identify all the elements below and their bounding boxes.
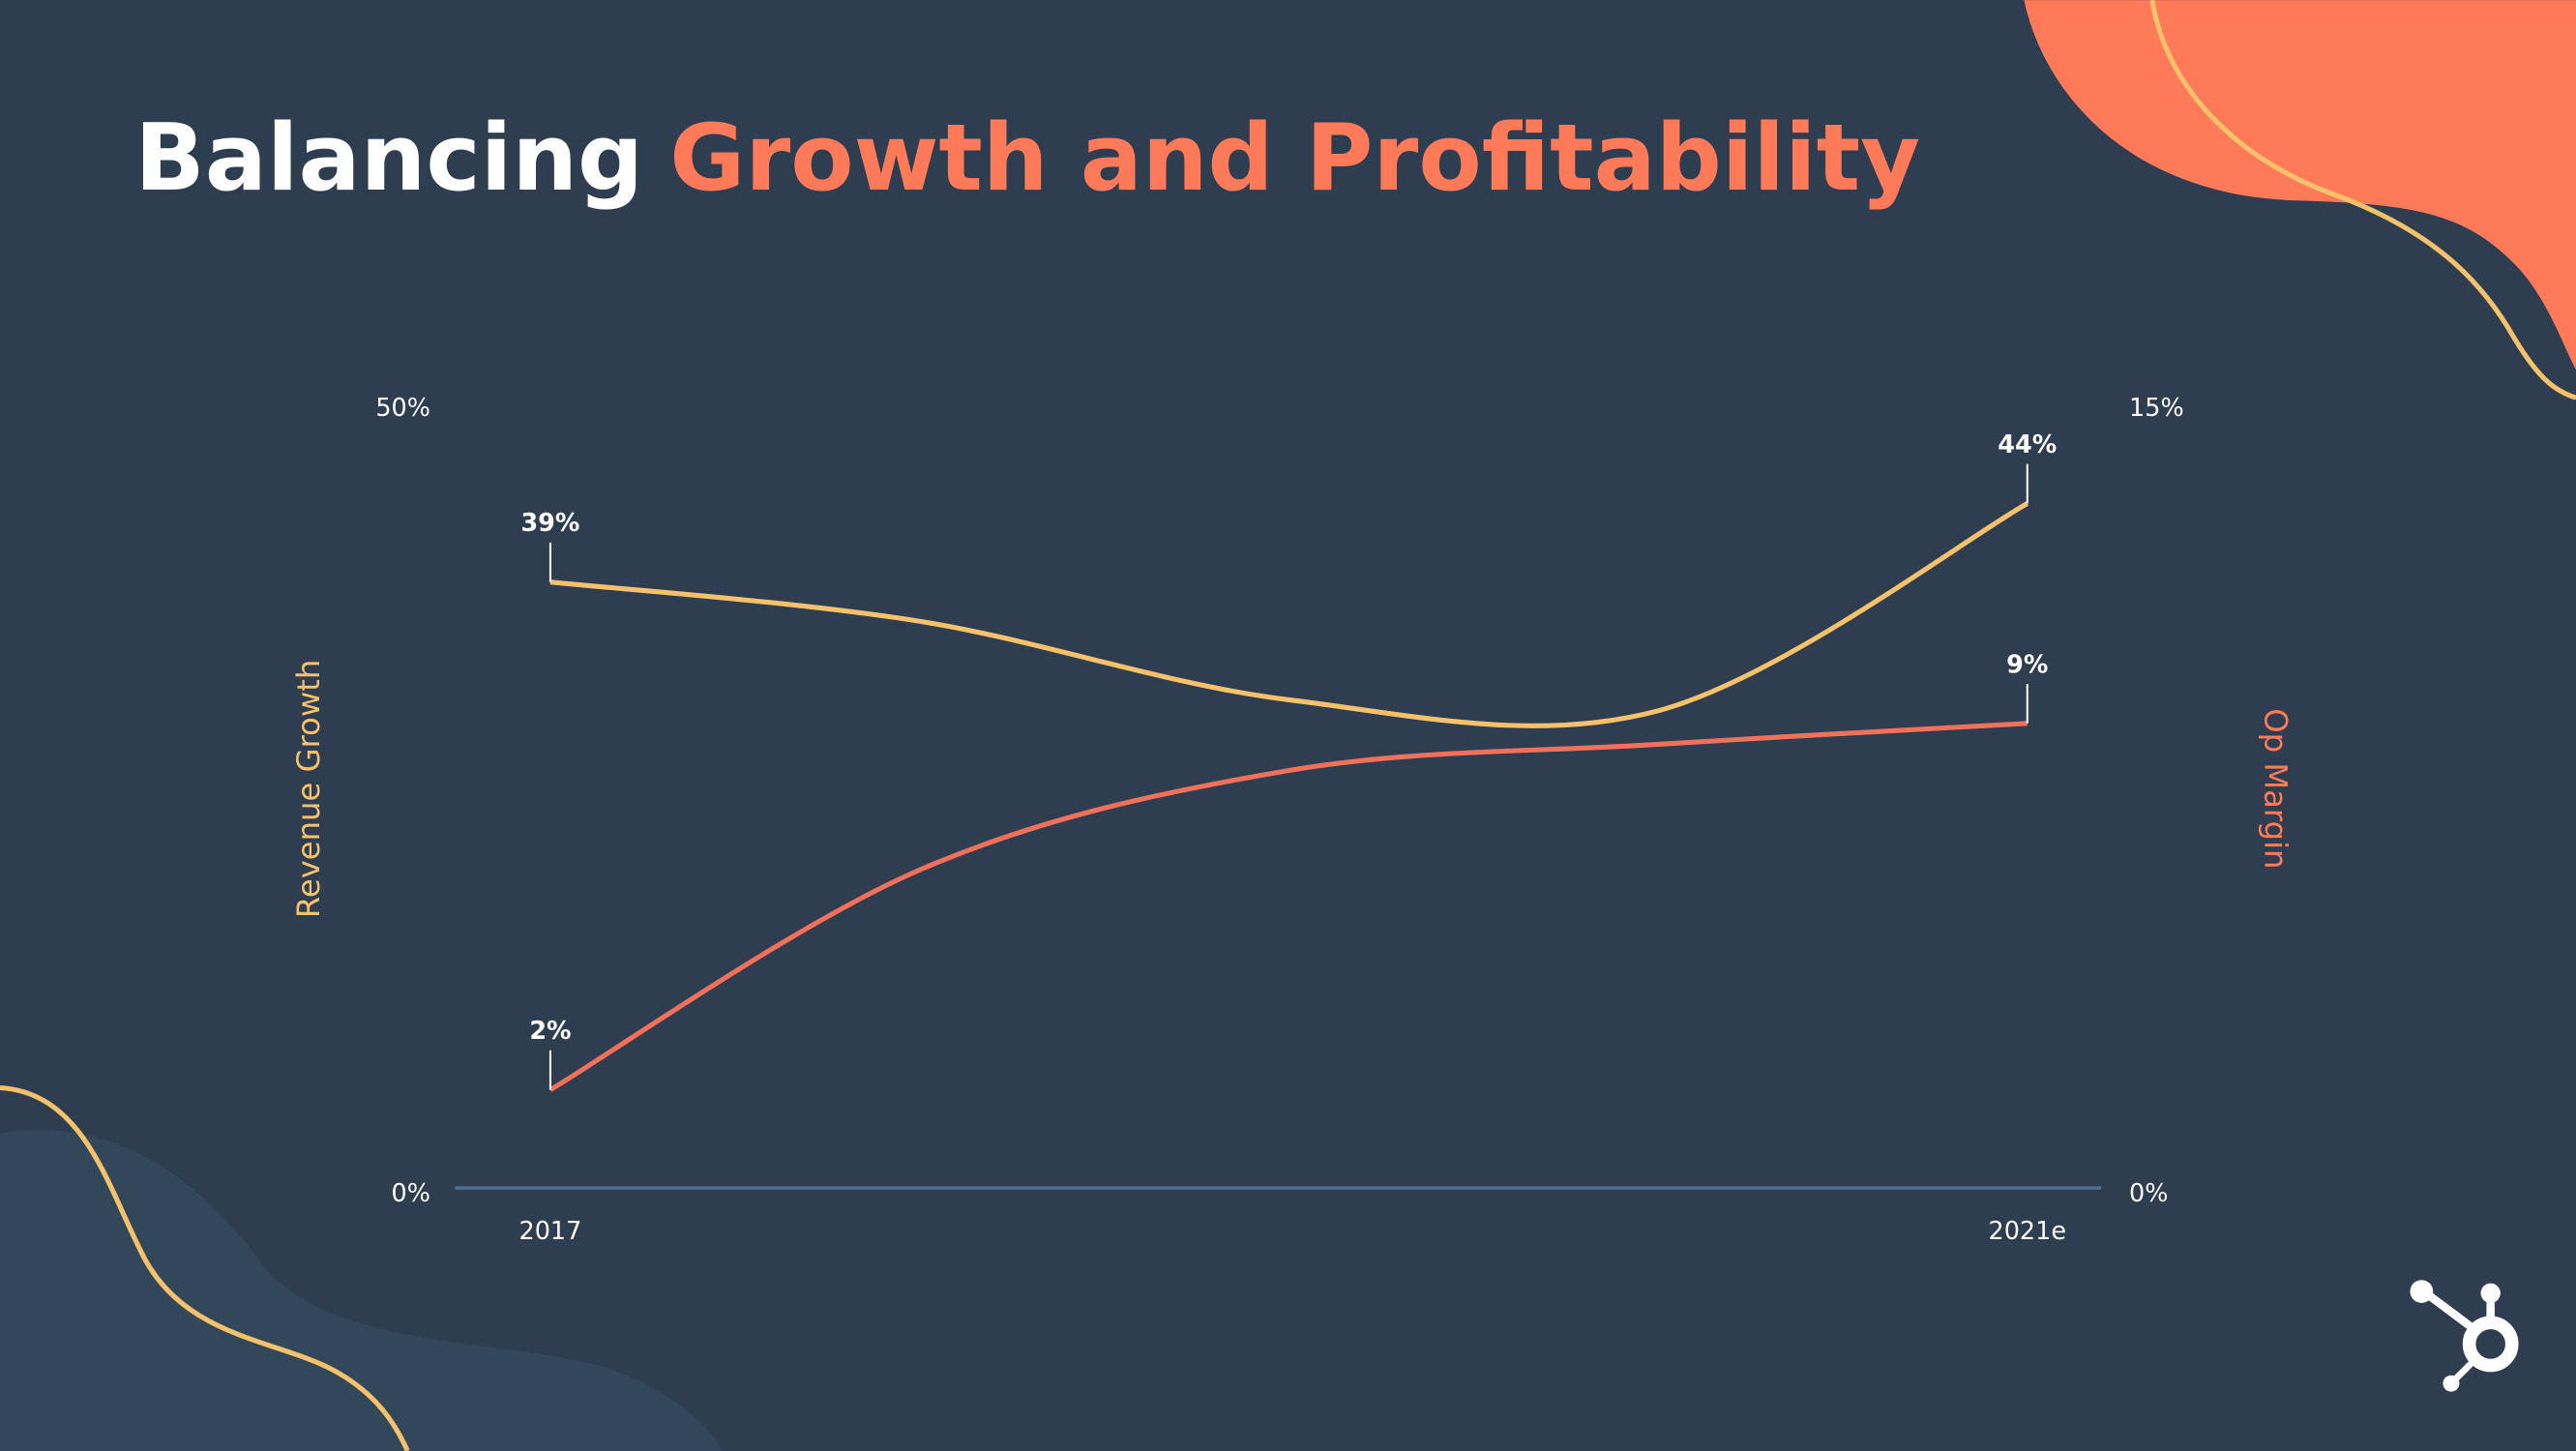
decor-blob bbox=[2024, 0, 2576, 370]
series-line bbox=[549, 501, 2029, 728]
y2-tick-label: 0% bbox=[2129, 1179, 2168, 1208]
decor-curve bbox=[0, 1084, 410, 1451]
x-tick-label: 2017 bbox=[519, 1217, 582, 1246]
y-tick-label: 0% bbox=[392, 1179, 430, 1208]
decor-curve bbox=[2149, 0, 2576, 400]
data-label: 9% bbox=[2006, 650, 2048, 679]
data-label: 44% bbox=[1998, 430, 2057, 459]
y2-tick-label: 15% bbox=[2129, 394, 2184, 423]
data-label: 39% bbox=[520, 509, 579, 538]
title-highlight: Growth and Profitability bbox=[669, 105, 1920, 212]
title-text: Balancing bbox=[134, 105, 643, 212]
y-tick-label: 50% bbox=[375, 394, 430, 423]
decor-blob bbox=[0, 1129, 724, 1451]
logo bbox=[2410, 1280, 2519, 1392]
y2-axis-label: Op Margin bbox=[2258, 708, 2295, 869]
y-axis-label: Revenue Growth bbox=[290, 660, 327, 918]
title: Balancing Growth and Profitability bbox=[134, 105, 1920, 212]
x-tick-label: 2021e bbox=[1989, 1217, 2067, 1246]
series-line bbox=[548, 721, 2028, 1092]
data-label: 2% bbox=[529, 1017, 571, 1046]
